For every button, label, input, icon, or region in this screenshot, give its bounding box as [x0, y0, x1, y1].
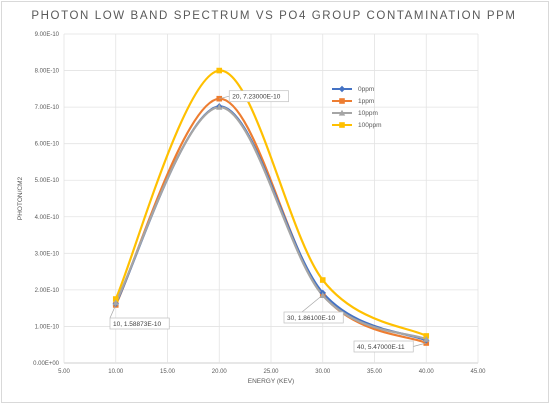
x-tick-label: 15.00 [160, 369, 176, 375]
legend-marker-10ppm [338, 109, 346, 116]
legend-marker-100ppm [339, 122, 345, 128]
y-tick-label: 8.00E-10 [35, 69, 60, 75]
data-point-100ppm [216, 67, 223, 74]
x-axis-title: ENERGY (KEV) [248, 378, 294, 385]
x-tick-label: 25.00 [263, 369, 279, 375]
series-line-1ppm [114, 97, 427, 345]
y-tick-label: 7.00E-10 [35, 105, 60, 111]
legend-marker-1ppm [339, 98, 345, 104]
legend-label-1ppm: 1ppm [358, 98, 374, 105]
callout-leader [301, 294, 323, 313]
legend-marker-0ppm [338, 85, 346, 93]
callout-label: 40, 5.47000E-11 [357, 344, 405, 351]
y-tick-label: 4.00E-10 [35, 215, 60, 221]
legend-label-10ppm: 10ppm [358, 110, 378, 117]
data-point-1ppm [216, 95, 223, 102]
x-tick-label: 30.00 [315, 369, 331, 375]
y-tick-label: 5.00E-10 [35, 178, 60, 184]
x-tick-label: 10.00 [108, 369, 124, 375]
y-tick-label: 0.00E+00 [33, 361, 60, 367]
x-tick-label: 35.00 [367, 369, 383, 375]
x-tick-label: 45.00 [470, 369, 486, 375]
y-tick-label: 6.00E-10 [35, 142, 60, 148]
series-line-10ppm [114, 106, 427, 341]
y-tick-label: 2.00E-10 [35, 288, 60, 294]
legend-label-0ppm: 0ppm [358, 86, 374, 93]
y-axis-title: PHOTON/CM2 [17, 177, 24, 221]
series-line-100ppm [114, 69, 427, 337]
x-tick-label: 20.00 [212, 369, 228, 375]
y-tick-label: 9.00E-10 [35, 32, 60, 38]
legend-label-100ppm: 100ppm [358, 122, 382, 129]
data-point-10ppm [112, 299, 119, 306]
callout-box [353, 340, 414, 353]
callout-leader [219, 95, 230, 100]
callout-label: 20, 7.23000E-10 [232, 94, 280, 101]
y-tick-label: 1.00E-10 [35, 324, 60, 330]
callout-box [283, 311, 344, 324]
data-point-10ppm [216, 103, 223, 110]
callout-box [109, 317, 170, 330]
data-point-100ppm [423, 333, 430, 339]
callout-leader [413, 342, 427, 347]
data-point-100ppm [112, 296, 119, 302]
callout-box [228, 90, 289, 103]
data-point-100ppm [319, 277, 326, 283]
callout-leader [109, 304, 117, 319]
data-point-10ppm [423, 336, 430, 342]
y-tick-label: 3.00E-10 [35, 251, 60, 257]
x-tick-label: 5.00 [58, 369, 70, 375]
x-tick-label: 40.00 [419, 369, 435, 375]
chart-title: PHOTON LOW BAND SPECTRUM VS PO4 GROUP CO… [31, 10, 517, 22]
callout-label: 30, 1.86100E-10 [287, 315, 335, 322]
callout-label: 10, 1.58873E-10 [113, 321, 161, 328]
